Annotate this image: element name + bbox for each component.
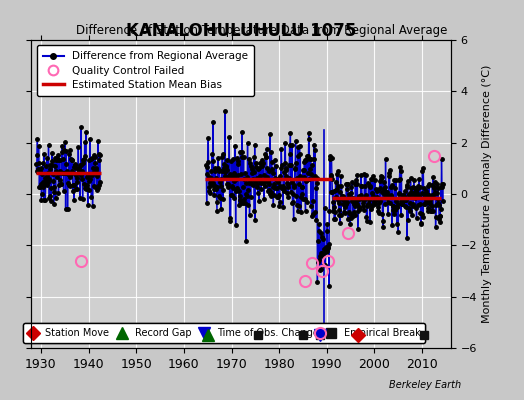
Text: Berkeley Earth: Berkeley Earth bbox=[389, 380, 461, 390]
Title: KANALOHULUHULU 1075: KANALOHULUHULU 1075 bbox=[126, 22, 356, 40]
Legend: Station Move, Record Gap, Time of Obs. Change, Empirical Break: Station Move, Record Gap, Time of Obs. C… bbox=[23, 324, 425, 343]
Text: Difference of Station Temperature Data from Regional Average: Difference of Station Temperature Data f… bbox=[77, 24, 447, 37]
Y-axis label: Monthly Temperature Anomaly Difference (°C): Monthly Temperature Anomaly Difference (… bbox=[483, 65, 493, 323]
